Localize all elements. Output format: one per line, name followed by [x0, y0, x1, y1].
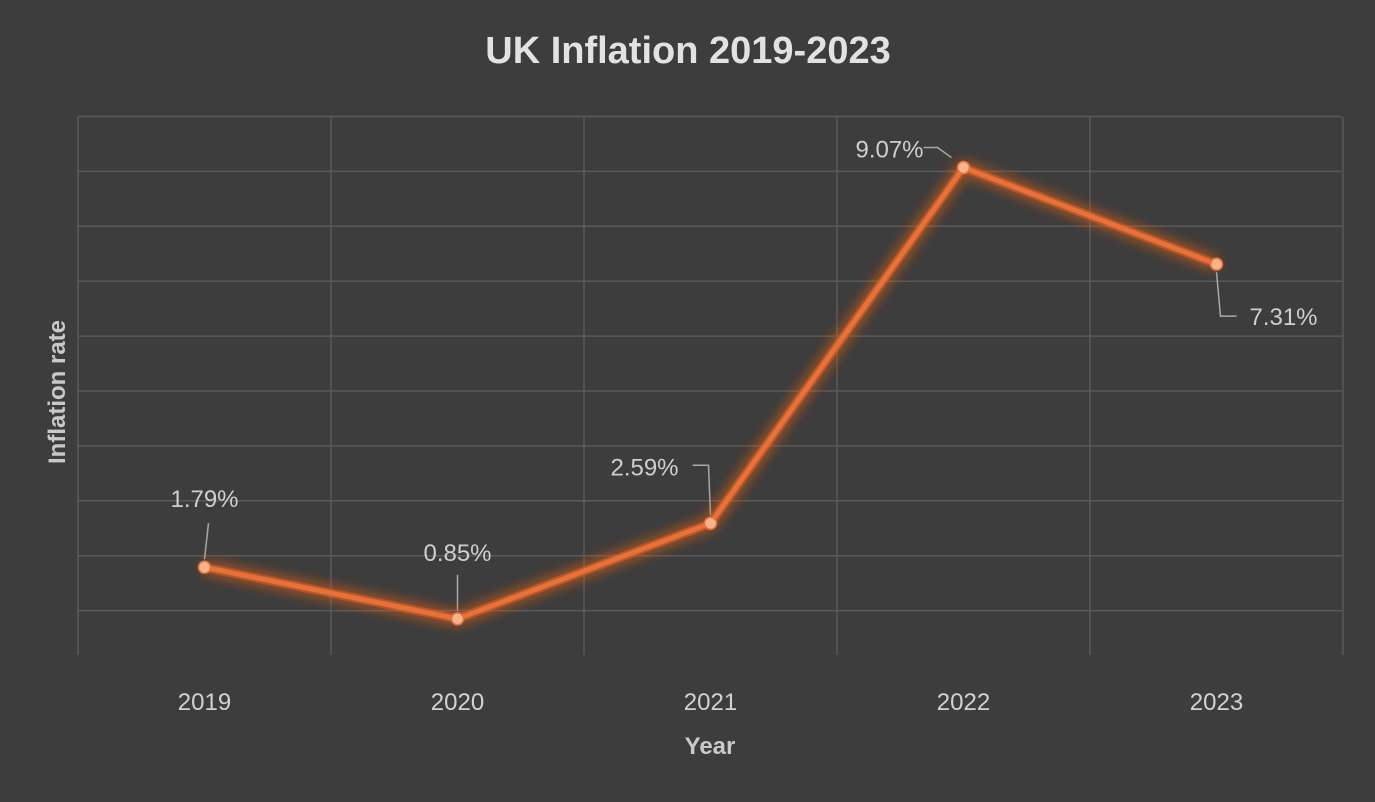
data-label: 9.07%	[855, 137, 923, 164]
data-point-marker	[1209, 257, 1224, 271]
x-tick-label: 2019	[178, 689, 231, 716]
x-axis-ticks: 2019 2020 2021 2022 2023	[178, 689, 1243, 716]
data-label: 0.85%	[423, 540, 491, 567]
series-line-group	[202, 163, 1219, 624]
data-label: 1.79%	[170, 486, 238, 513]
y-axis-title: Inflation rate	[44, 320, 71, 464]
data-point-marker	[956, 160, 971, 175]
x-tick-label: 2022	[937, 689, 990, 716]
grid	[77, 115, 1344, 655]
data-label-leader	[923, 146, 952, 159]
x-tick-label: 2023	[1190, 689, 1243, 716]
data-label-leaders	[203, 146, 1237, 611]
data-markers	[197, 160, 1224, 626]
data-point-marker	[450, 612, 465, 626]
series-line	[202, 165, 1219, 622]
data-point-marker	[703, 516, 718, 531]
data-label: 7.31%	[1249, 304, 1317, 331]
data-label-leader	[203, 523, 210, 560]
x-tick-label: 2020	[431, 689, 484, 716]
data-label-leader	[1215, 272, 1237, 317]
data-labels: 1.79% 0.85% 2.59% 9.07% 7.31%	[170, 137, 1317, 567]
data-label-leader	[692, 464, 712, 516]
chart-title: UK Inflation 2019-2023	[485, 30, 890, 72]
series-line-glow	[203, 163, 1219, 624]
data-point-marker	[197, 560, 212, 574]
x-tick-label: 2021	[684, 689, 737, 716]
x-axis-title: Year	[685, 733, 736, 760]
data-label: 2.59%	[610, 454, 678, 481]
